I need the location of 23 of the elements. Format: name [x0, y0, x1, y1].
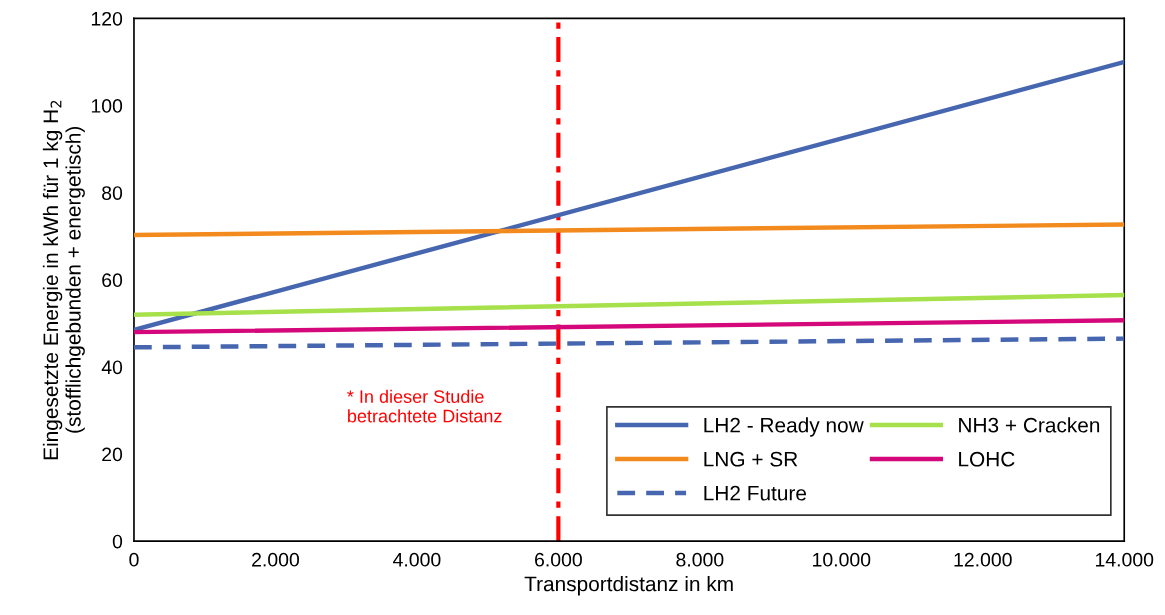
y-tick-label: 0 [112, 534, 123, 549]
legend-label: LOHC [959, 451, 1015, 467]
x-axis-title: Transportdistanz in km [524, 575, 733, 596]
x-tick-label: 6.000 [535, 552, 582, 567]
x-tick-label: 10.000 [813, 552, 871, 567]
legend-label: LH2 - Ready now [704, 417, 864, 437]
legend-label: LNG + SR [704, 451, 798, 467]
x-tick-label: 8.000 [676, 552, 724, 567]
x-tick-label: 4.000 [393, 552, 441, 567]
annotation: * In dieser Studie betrachtete Distanz [347, 389, 502, 423]
y-tick-label: 20 [102, 447, 123, 462]
y-tick-label: 60 [102, 273, 123, 288]
legend-label: NH3 + Cracken [959, 417, 1100, 433]
y-tick-label: 120 [91, 11, 123, 26]
y-tick-label: 80 [102, 186, 123, 200]
text: Eingesetzte Energie in kWh für 1 kg H$_{2}$ (stofflichgebunden + energetisch) [42, 100, 85, 460]
legend-label: LH2 Future [704, 485, 807, 501]
x-tick-label: 14.000 [1095, 552, 1154, 567]
x-tick-label: 2.000 [252, 552, 300, 567]
x-tick-label: 0 [129, 552, 139, 567]
x-tick-label: 12.000 [954, 552, 1012, 567]
y-tick-label: 100 [91, 99, 123, 113]
y-tick-label: 40 [101, 360, 123, 375]
